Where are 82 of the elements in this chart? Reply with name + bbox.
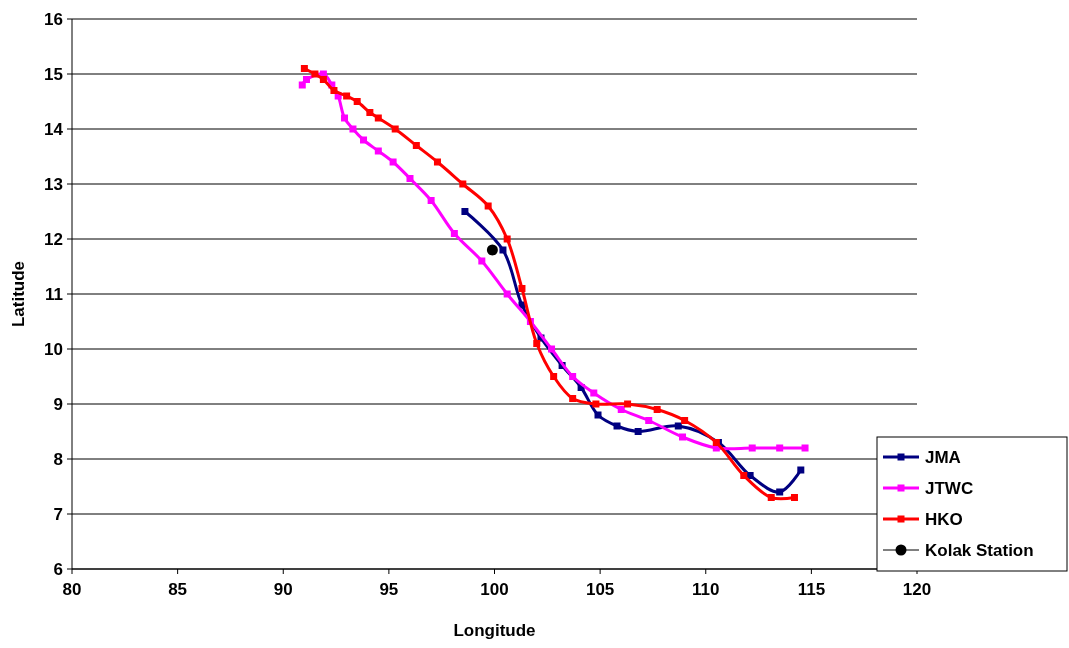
legend-label: Kolak Station bbox=[925, 540, 1034, 560]
point bbox=[550, 373, 558, 380]
point bbox=[302, 76, 310, 83]
y-tick-label: 8 bbox=[53, 449, 63, 469]
point bbox=[592, 400, 600, 408]
point bbox=[374, 147, 382, 155]
point bbox=[790, 494, 798, 501]
point bbox=[624, 400, 632, 408]
point bbox=[412, 142, 420, 149]
point bbox=[330, 87, 338, 94]
point bbox=[740, 472, 748, 479]
point bbox=[389, 158, 397, 166]
point bbox=[486, 244, 498, 256]
x-tick-label: 110 bbox=[692, 580, 720, 599]
x-tick-label: 80 bbox=[62, 580, 82, 599]
y-tick-label: 15 bbox=[44, 64, 63, 84]
y-tick-label: 6 bbox=[53, 559, 63, 579]
y-tick-label: 7 bbox=[53, 504, 63, 524]
y-axis-title: Latitude bbox=[9, 260, 28, 328]
point bbox=[391, 125, 399, 133]
x-tick-label: 105 bbox=[585, 580, 615, 599]
point bbox=[484, 202, 492, 210]
legend-label: JMA bbox=[925, 447, 961, 467]
point bbox=[645, 417, 653, 424]
y-tick-label: 13 bbox=[44, 174, 63, 194]
point bbox=[298, 81, 306, 89]
point bbox=[617, 406, 625, 413]
point bbox=[767, 494, 775, 501]
point bbox=[797, 466, 805, 474]
point bbox=[459, 180, 467, 188]
x-tick-label: 115 bbox=[797, 580, 826, 599]
point bbox=[776, 488, 784, 496]
point bbox=[341, 114, 349, 122]
point bbox=[461, 208, 469, 215]
point bbox=[590, 389, 598, 397]
y-tick-label: 9 bbox=[53, 394, 63, 414]
legend-label: HKO bbox=[925, 509, 963, 529]
x-tick-label: 95 bbox=[379, 580, 399, 599]
x-axis-title: Longitude bbox=[453, 621, 536, 640]
y-tick-label: 12 bbox=[44, 229, 63, 249]
point bbox=[349, 125, 357, 133]
legend-label: JTWC bbox=[925, 478, 974, 498]
point bbox=[674, 422, 682, 430]
x-tick-label: 100 bbox=[480, 580, 509, 599]
point bbox=[681, 417, 689, 424]
point bbox=[374, 114, 382, 122]
point bbox=[360, 136, 368, 144]
point bbox=[653, 406, 661, 413]
point bbox=[366, 109, 374, 116]
point bbox=[503, 235, 511, 243]
point bbox=[594, 411, 602, 419]
point bbox=[503, 290, 511, 298]
point bbox=[801, 444, 809, 452]
point bbox=[353, 98, 361, 105]
point bbox=[533, 340, 541, 347]
point bbox=[746, 472, 754, 479]
point bbox=[406, 175, 414, 182]
point bbox=[748, 444, 756, 452]
x-tick-label: 85 bbox=[168, 580, 188, 599]
point bbox=[613, 422, 621, 430]
point bbox=[634, 428, 642, 435]
y-tick-label: 14 bbox=[44, 119, 64, 139]
y-tick-label: 11 bbox=[45, 284, 63, 304]
point bbox=[300, 65, 308, 72]
point bbox=[478, 257, 486, 265]
point bbox=[343, 92, 351, 100]
point bbox=[679, 433, 687, 441]
x-tick-label: 90 bbox=[273, 580, 293, 599]
point bbox=[569, 395, 577, 402]
point bbox=[569, 373, 577, 380]
y-tick-label: 10 bbox=[44, 339, 63, 359]
y-tick-label: 16 bbox=[44, 9, 63, 29]
point bbox=[499, 246, 507, 254]
point bbox=[776, 444, 784, 452]
point bbox=[433, 158, 441, 166]
point bbox=[518, 285, 526, 292]
point bbox=[450, 230, 458, 237]
x-tick-label: 120 bbox=[902, 580, 932, 599]
point bbox=[311, 70, 319, 78]
point bbox=[319, 76, 327, 83]
point bbox=[548, 345, 556, 353]
point bbox=[427, 197, 435, 204]
